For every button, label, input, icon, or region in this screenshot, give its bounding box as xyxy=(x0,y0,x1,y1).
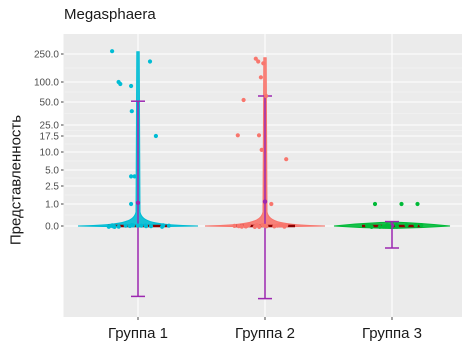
data-point xyxy=(116,79,121,85)
data-point xyxy=(153,133,158,139)
data-point xyxy=(166,223,171,228)
chart-title: Megasphaera xyxy=(64,6,156,23)
x-tick-label: Группа 3 xyxy=(362,325,422,342)
y-tick-label: 5.0 xyxy=(45,166,59,177)
data-point xyxy=(372,201,378,207)
data-point xyxy=(110,223,115,228)
data-point xyxy=(284,157,289,162)
data-point xyxy=(253,56,258,61)
data-point xyxy=(232,223,237,228)
data-point xyxy=(129,201,134,207)
mean-point xyxy=(135,200,141,205)
data-point xyxy=(235,133,240,138)
data-point xyxy=(129,109,134,114)
data-point xyxy=(123,223,128,228)
data-point xyxy=(264,93,269,99)
data-point xyxy=(256,59,261,64)
data-point xyxy=(148,224,154,229)
data-point xyxy=(236,224,241,229)
data-point xyxy=(258,75,263,80)
data-point xyxy=(282,224,287,229)
data-point xyxy=(377,224,382,229)
data-point xyxy=(116,224,121,229)
y-tick-label: 0.0 xyxy=(45,222,59,233)
data-point xyxy=(129,83,134,89)
data-point xyxy=(404,223,409,228)
chart-marks xyxy=(77,49,451,300)
data-point xyxy=(129,174,134,179)
data-point xyxy=(365,223,370,228)
y-tick-label: 17.5 xyxy=(40,132,60,143)
data-point xyxy=(259,147,264,152)
data-point xyxy=(252,224,257,229)
mean-point xyxy=(262,199,268,204)
data-point xyxy=(243,224,248,229)
data-point xyxy=(147,59,153,64)
y-tick-label: 100.0 xyxy=(34,78,59,89)
data-point xyxy=(394,224,399,229)
x-tick-label: Группа 1 xyxy=(108,325,168,342)
data-point xyxy=(415,201,420,207)
y-tick-label: 2.5 xyxy=(45,182,59,193)
data-point xyxy=(161,223,166,228)
data-point xyxy=(413,223,418,228)
data-point xyxy=(269,201,274,207)
data-point xyxy=(272,224,277,229)
x-axis-ticks: Группа 1 Группа 2 Группа 3 xyxy=(108,317,422,342)
data-point xyxy=(144,224,149,229)
data-point xyxy=(106,224,111,229)
x-tick-label: Группа 2 xyxy=(235,325,295,342)
data-point xyxy=(263,223,268,228)
data-point xyxy=(135,223,140,228)
y-tick-label: 1.0 xyxy=(45,200,59,211)
data-point xyxy=(132,174,137,179)
y-tick-label: 10.0 xyxy=(40,148,60,159)
y-tick-label: 25.0 xyxy=(40,121,60,132)
data-point xyxy=(129,223,134,228)
data-point xyxy=(387,224,392,229)
y-tick-label: 50.0 xyxy=(40,98,60,109)
data-point xyxy=(419,223,424,228)
data-point xyxy=(399,201,404,207)
data-point xyxy=(110,49,115,54)
data-point xyxy=(256,133,262,138)
data-point xyxy=(139,223,144,228)
data-point xyxy=(241,97,246,103)
data-point xyxy=(261,61,266,66)
y-tick-label: 250.0 xyxy=(34,50,59,61)
y-axis-ticks: 250.0 100.0 50.0 25.017.5 10.0 5.0 2.5 1.0 0.0 xyxy=(34,34,65,317)
